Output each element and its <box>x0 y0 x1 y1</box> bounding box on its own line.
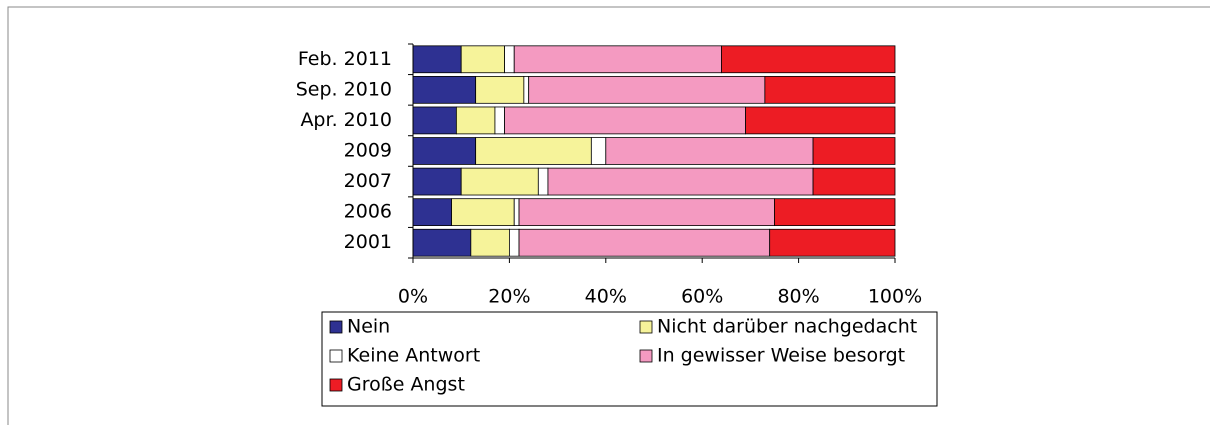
legend-label: In gewisser Weise besorgt <box>657 345 905 367</box>
bar-segment <box>518 228 771 257</box>
x-tick-label: 20% <box>488 286 530 308</box>
bar-segment <box>412 76 477 104</box>
y-tick-label: 2001 <box>344 231 392 253</box>
bar-segment <box>412 106 457 135</box>
bar-segment <box>412 167 462 196</box>
bar-segment <box>513 198 520 226</box>
legend-label: Nein <box>347 316 390 338</box>
bar-segment <box>508 228 520 257</box>
bar-segment <box>605 137 814 165</box>
y-tick-label: 2007 <box>344 170 392 192</box>
bar-segment <box>513 45 722 74</box>
bar-segment <box>412 228 472 257</box>
y-tick-label: 2009 <box>344 140 392 162</box>
legend-box <box>321 311 938 407</box>
bar-segment <box>590 137 607 165</box>
bar-segment <box>523 76 530 104</box>
bar-segment <box>475 137 592 165</box>
bar-segment <box>460 167 539 196</box>
bar-segment <box>812 167 896 196</box>
bar-segment <box>518 198 775 226</box>
legend-swatch <box>329 349 343 363</box>
bar-segment <box>764 76 896 104</box>
bar-segment <box>537 167 549 196</box>
bar-segment <box>412 198 452 226</box>
bar-segment <box>528 76 766 104</box>
frame <box>7 6 1210 425</box>
x-tick-label: 0% <box>398 286 428 308</box>
bar-segment <box>547 167 814 196</box>
bar-segment <box>460 45 505 74</box>
y-tick-label: Sep. 2010 <box>296 78 392 100</box>
bar-segment <box>451 198 515 226</box>
legend-label: Keine Antwort <box>347 345 480 367</box>
bar-segment <box>774 198 896 226</box>
x-tick-label: 100% <box>868 286 922 308</box>
legend-swatch <box>639 349 653 363</box>
bar-segment <box>475 76 525 104</box>
y-tick-label: Apr. 2010 <box>300 109 392 131</box>
legend-label: Große Angst <box>347 374 465 396</box>
bar-segment <box>412 137 477 165</box>
bar-segment <box>494 106 505 135</box>
bar-segment <box>412 45 462 74</box>
bar-segment <box>769 228 896 257</box>
legend-swatch <box>329 320 343 334</box>
legend-swatch <box>639 320 653 334</box>
x-tick-label: 40% <box>585 286 627 308</box>
bar-segment <box>721 45 896 74</box>
bar-segment <box>470 228 510 257</box>
bar-segment <box>504 106 746 135</box>
bar-segment <box>745 106 896 135</box>
bar-segment <box>455 106 496 135</box>
legend-swatch <box>329 378 343 392</box>
bar-segment <box>812 137 896 165</box>
legend-label: Nicht darüber nachgedacht <box>657 316 917 338</box>
bar-segment <box>504 45 515 74</box>
x-tick-label: 80% <box>777 286 819 308</box>
x-tick-label: 60% <box>681 286 723 308</box>
y-tick-label: 2006 <box>344 201 392 223</box>
y-tick-label: Feb. 2011 <box>298 48 392 70</box>
